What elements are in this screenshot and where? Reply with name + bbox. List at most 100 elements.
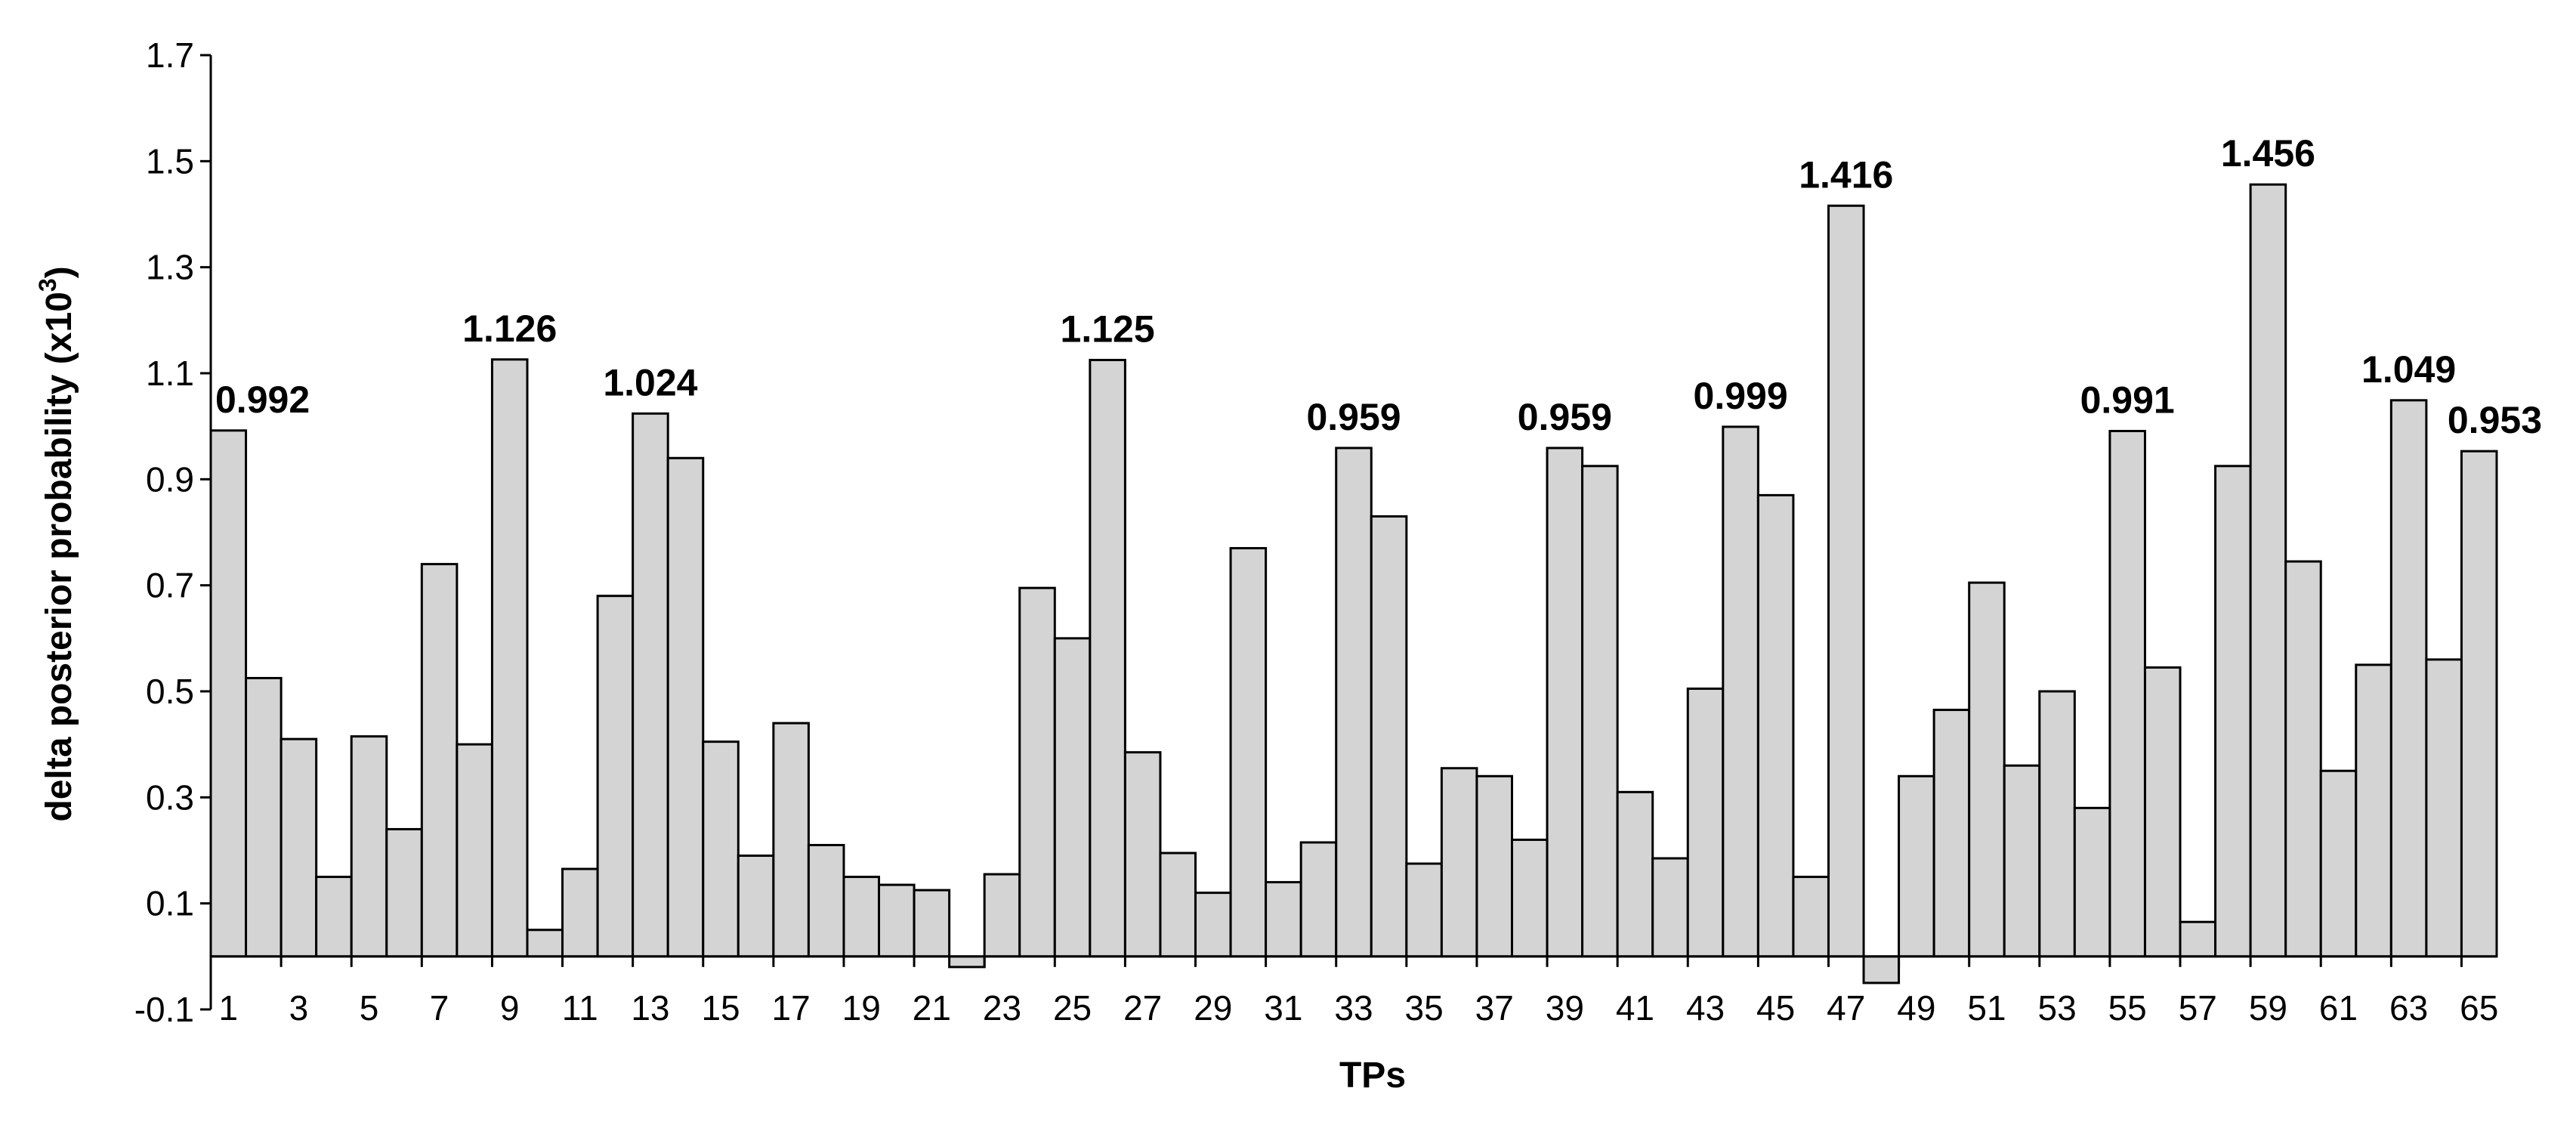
- x-tick-label: 37: [1475, 988, 1514, 1028]
- y-tick-label: 1.1: [146, 354, 194, 393]
- bar-tp-60: [2284, 560, 2322, 958]
- bar-tp-50: [1932, 709, 1971, 958]
- bar-tp-6: [385, 827, 423, 958]
- y-tick-label: 0.9: [146, 459, 194, 499]
- bar-tp-65: [2460, 450, 2498, 958]
- bars-group: [209, 183, 2498, 984]
- x-tick-label: 63: [2389, 988, 2428, 1028]
- bar-tp-46: [1792, 876, 1830, 958]
- data-label-tp-44: 0.999: [1694, 375, 1788, 417]
- bar-tp-45: [1756, 493, 1795, 958]
- bar-tp-36: [1440, 767, 1478, 958]
- x-tick-label: 57: [2179, 988, 2217, 1028]
- bar-tp-47: [1827, 204, 1865, 958]
- bar-tp-20: [878, 883, 916, 958]
- bar-tp-62: [2355, 663, 2392, 958]
- bar-tp-52: [2003, 764, 2041, 958]
- x-tick-label: 53: [2037, 988, 2076, 1028]
- y-tick-label: 1.7: [146, 36, 194, 75]
- bar-tp-48: [1862, 955, 1901, 984]
- x-tick-label: 65: [2460, 988, 2498, 1028]
- bar-tp-23: [983, 873, 1021, 958]
- data-label-tp-33: 0.959: [1306, 396, 1401, 438]
- bar-tp-34: [1370, 515, 1408, 958]
- bar-tp-54: [2073, 806, 2111, 958]
- bar-tp-42: [1651, 857, 1689, 958]
- bar-tp-44: [1722, 425, 1759, 958]
- bar-tp-38: [1510, 838, 1549, 958]
- bar-tp-9: [490, 358, 529, 958]
- bar-tp-11: [561, 867, 599, 958]
- x-tick-label: 55: [2108, 988, 2147, 1028]
- bar-tp-16: [737, 855, 775, 958]
- data-label-tp-39: 0.959: [1518, 396, 1612, 438]
- bar-tp-2: [245, 676, 283, 958]
- bar-tp-1: [209, 429, 248, 958]
- data-label-tp-63: 1.049: [2361, 348, 2456, 391]
- bar-tp-7: [420, 563, 459, 958]
- bar-tp-10: [526, 929, 564, 958]
- bar-tp-51: [1968, 581, 2006, 958]
- bar-tp-53: [2038, 690, 2076, 958]
- bar-tp-37: [1475, 774, 1513, 958]
- x-tick-label: 51: [1967, 988, 2006, 1028]
- y-tick-label: 0.5: [146, 672, 194, 711]
- bar-tp-3: [280, 737, 318, 958]
- y-tick-label: 0.1: [146, 884, 194, 923]
- data-label-tp-47: 1.416: [1799, 153, 1893, 196]
- x-tick-label: 23: [983, 988, 1021, 1028]
- bar-tp-41: [1616, 790, 1654, 958]
- x-tick-labels: 1 3 5 7 9 11 13 15 17 19 21 23 25 27 29 31 33 35 37 39 41 43 4…: [218, 988, 2498, 1028]
- x-tick-label: 1: [218, 988, 238, 1028]
- y-axis-title-main: delta posterior probability (x10: [39, 292, 79, 821]
- bar-tp-15: [702, 740, 740, 958]
- data-label-tp-55: 0.991: [2080, 379, 2175, 421]
- bar-tp-56: [2143, 666, 2182, 958]
- y-axis-title: delta posterior probability (x103): [34, 266, 79, 821]
- x-tick-label: 35: [1405, 988, 1444, 1028]
- bar-tp-64: [2425, 658, 2463, 958]
- bar-tp-40: [1581, 465, 1619, 958]
- bar-tp-8: [456, 743, 493, 958]
- bar-tp-57: [2179, 920, 2217, 958]
- bar-tp-27: [1123, 751, 1162, 958]
- x-tick-label: 59: [2249, 988, 2287, 1028]
- x-tick-label: 5: [360, 988, 379, 1028]
- x-tick-label: 7: [430, 988, 449, 1028]
- bar-tp-5: [350, 735, 388, 958]
- bar-tp-33: [1335, 447, 1373, 958]
- x-axis-title: TPs: [1339, 1056, 1406, 1096]
- bar-tp-19: [842, 876, 881, 958]
- x-tick-label: 33: [1334, 988, 1373, 1028]
- bar-tp-59: [2249, 183, 2287, 958]
- y-tick-label: 0.7: [146, 566, 194, 605]
- x-tick-label: 3: [289, 988, 309, 1028]
- bar-tp-21: [913, 889, 951, 958]
- bar-tp-58: [2214, 465, 2252, 958]
- y-tick-label: 1.3: [146, 248, 194, 287]
- bar-tp-29: [1194, 892, 1232, 958]
- data-label-tp-65: 0.953: [2448, 399, 2542, 441]
- data-label-tp-26: 1.125: [1061, 308, 1155, 350]
- bar-tp-14: [666, 456, 705, 958]
- y-axis-title-superscript: 3: [34, 278, 61, 292]
- y-tick-labels: -0.1 0.1 0.3 0.5 0.7 0.9 1.1 1.3 1.5 1.7: [134, 36, 194, 1029]
- x-tick-label: 61: [2319, 988, 2358, 1028]
- x-tick-label: 17: [772, 988, 811, 1028]
- bar-tp-24: [1018, 586, 1056, 958]
- bar-tp-18: [807, 843, 845, 958]
- bar-tp-25: [1053, 637, 1092, 958]
- x-tick-label: 47: [1827, 988, 1865, 1028]
- x-tick-label: 49: [1897, 988, 1935, 1028]
- bar-tp-17: [772, 722, 810, 958]
- x-tick-label: 43: [1686, 988, 1725, 1028]
- bar-tp-26: [1089, 358, 1126, 958]
- x-tick-label: 13: [631, 988, 669, 1028]
- x-tick-label: 27: [1123, 988, 1162, 1028]
- y-tick-label: -0.1: [134, 990, 194, 1029]
- bar-tp-12: [596, 595, 635, 958]
- x-tick-label: 25: [1053, 988, 1092, 1028]
- bar-tp-28: [1159, 852, 1197, 958]
- bar-tp-61: [2319, 769, 2358, 958]
